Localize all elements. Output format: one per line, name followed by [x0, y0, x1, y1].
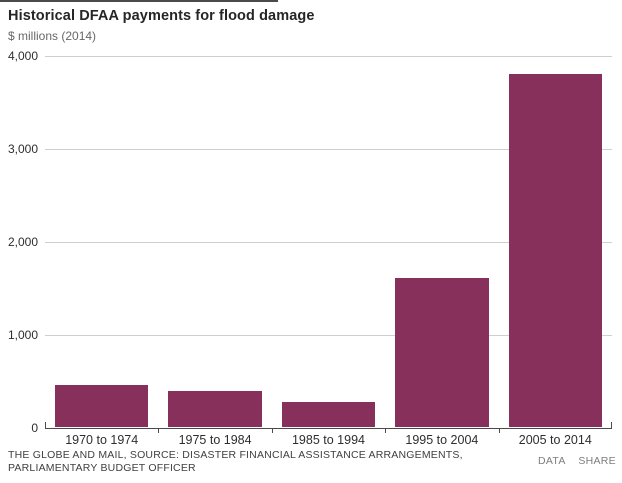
- plot-area: 0 1,000 2,000 3,000 4,000 1970 to 1974 1975 to…: [8, 49, 612, 447]
- data-link[interactable]: DATA: [538, 455, 566, 467]
- axis-tick-1: [158, 428, 160, 433]
- x-tick-label-2005-to-2014: 2005 to 2014: [518, 433, 592, 447]
- top-rule-divider: [0, 0, 278, 2]
- bar-1975-to-1984: [168, 390, 262, 427]
- source-line-1: THE GLOBE AND MAIL, SOURCE: DISASTER FIN…: [8, 449, 463, 461]
- footer-links: DATA SHARE: [528, 455, 616, 467]
- share-link[interactable]: SHARE: [578, 455, 616, 467]
- gridline-2000: [45, 242, 612, 243]
- x-axis-baseline: [45, 428, 612, 429]
- y-tick-label-2000: 2,000: [7, 235, 38, 249]
- axis-tick-3: [385, 428, 387, 433]
- bar-1995-to-2004: [395, 278, 489, 427]
- source-attribution: THE GLOBE AND MAIL, SOURCE: DISASTER FIN…: [8, 449, 463, 475]
- x-tick-label-1970-to-1974: 1970 to 1974: [65, 433, 139, 447]
- x-tick-label-1985-to-1994: 1985 to 1994: [291, 433, 365, 447]
- x-tick-label-1975-to-1984: 1975 to 1984: [178, 433, 252, 447]
- gridline-4000: [45, 56, 612, 57]
- source-line-2: PARLIAMENTARY BUDGET OFFICER: [8, 462, 196, 474]
- bar-2005-to-2014: [508, 73, 602, 427]
- axis-tick-2: [271, 428, 273, 433]
- y-tick-label-3000: 3,000: [7, 142, 38, 156]
- y-tick-label-0: 0: [31, 421, 38, 435]
- bar-1970-to-1974: [55, 385, 149, 427]
- chart-subtitle: $ millions (2014): [8, 29, 97, 43]
- axis-endcap-right: [611, 422, 612, 428]
- gridline-1000: [45, 335, 612, 336]
- axis-tick-4: [498, 428, 500, 433]
- x-tick-label-1995-to-2004: 1995 to 2004: [405, 433, 479, 447]
- y-tick-label-1000: 1,000: [7, 328, 38, 342]
- axis-endcap-left: [45, 422, 46, 428]
- chart-title: Historical DFAA payments for flood damag…: [8, 8, 315, 24]
- gridline-3000: [45, 149, 612, 150]
- y-tick-label-4000: 4,000: [7, 49, 38, 63]
- bar-1985-to-1994: [281, 401, 376, 427]
